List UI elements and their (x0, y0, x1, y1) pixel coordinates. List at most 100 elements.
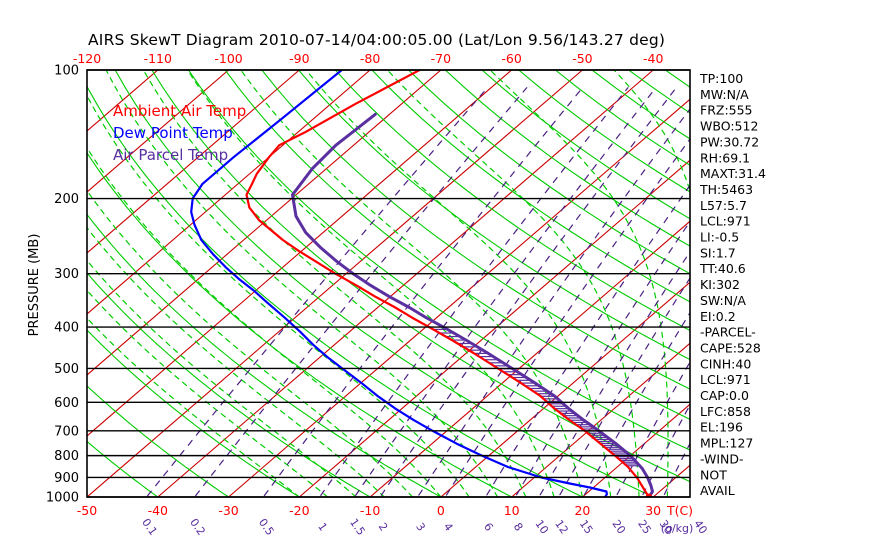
mixing-ratio-1 (318, 87, 629, 497)
mixing-ratio-tick-1: 1 (315, 520, 330, 533)
parameter-wbo-512: WBO:512 (700, 119, 758, 134)
isotherm--50 (87, 70, 583, 497)
isotherm-0 (440, 281, 690, 497)
top-temp-tick--110: -110 (144, 51, 172, 66)
dry-adiabat-120 (444, 70, 690, 247)
parameter-l57-5-7: L57:5.7 (700, 198, 747, 213)
isotherm--90 (87, 70, 300, 254)
moist-adiabat-4 (87, 94, 470, 497)
sounding-curve-air-parcel-temp (291, 112, 654, 497)
top-temp-tick--50: -50 (572, 51, 592, 66)
parameter-rh-69-1: RH:69.1 (700, 150, 750, 165)
curve-layer (190, 70, 654, 497)
bottom-temp-tick--50: -50 (77, 503, 97, 518)
pressure-tick-900: 900 (54, 471, 79, 486)
parameter-mpl-127: MPL:127 (700, 436, 753, 451)
top-temp-tick--80: -80 (360, 51, 380, 66)
mixing-ratio-1.5 (353, 87, 657, 497)
moist-adiabat-32 (489, 70, 669, 497)
mixing-ratio-8 (514, 220, 690, 497)
mixing-ratio-4 (444, 138, 690, 497)
plot-frame (86, 69, 691, 498)
pressure-tick-1000: 1000 (46, 491, 79, 506)
parameter-lfc-858: LFC:858 (700, 404, 751, 419)
pressure-tick-300: 300 (54, 267, 79, 282)
mixing-ratio-3 (416, 107, 690, 497)
mixing-ratio-tick-25: 25 (635, 518, 654, 537)
parameter-li-0-5: LI:-0.5 (700, 230, 739, 245)
mixing-ratio-0.2 (193, 87, 528, 497)
sounding-curve-dew-point-temp (190, 70, 608, 497)
dry-adiabat-130 (481, 70, 690, 220)
dry-adiabat-80 (298, 70, 690, 361)
dry-adiabat-10 (87, 151, 513, 497)
mixing-ratio-tick-40: 40 (691, 518, 710, 537)
legend-item-air-parcel-temp: Air Parcel Temp (113, 146, 228, 164)
legend-layer: Ambient Air Temp Dew Point Temp Air Parcel… (113, 102, 246, 164)
pressure-tick-200: 200 (54, 192, 79, 207)
dry-adiabat-140 (518, 70, 690, 193)
isotherm--20 (298, 159, 690, 497)
parameter-cap-0-0: CAP:0.0 (700, 388, 749, 403)
parameter-not: NOT (700, 467, 727, 482)
top-temp-tick--40: -40 (643, 51, 663, 66)
dry-adiabat--20 (87, 329, 301, 497)
isotherm-30 (652, 464, 690, 497)
bottom-temp-tick-30: 30 (645, 503, 661, 518)
parameter-cinh-40: CINH:40 (700, 356, 751, 371)
parameter-frz-555: FRZ:555 (700, 103, 753, 118)
legend-item-dew-point-temp: Dew Point Temp (113, 124, 233, 142)
bottom-temp-tick--30: -30 (218, 503, 238, 518)
top-temp-tick--120: -120 (73, 51, 101, 66)
parameter-lcl-971: LCL:971 (700, 214, 751, 229)
dry-adiabat--30 (87, 385, 230, 497)
parameter-wind: -WIND- (700, 451, 744, 466)
isotherm--100 (87, 70, 229, 193)
grid-layer (87, 70, 690, 497)
mixing-ratio-tick-15: 15 (577, 518, 596, 537)
parameter-tt-40-6: TT:40.6 (699, 261, 746, 276)
bottom-temp-tick-20: 20 (574, 503, 590, 518)
moist-adiabat--4 (87, 189, 414, 497)
pressure-tick-600: 600 (54, 396, 79, 411)
mixing-ratio-axis-title: (g/kg) (661, 522, 694, 535)
pressure-tick-400: 400 (54, 321, 79, 336)
pressure-tick-100: 100 (54, 64, 79, 79)
mixing-ratio-tick-10: 10 (532, 518, 551, 537)
pressure-axis-title: PRESSURE (MB) (27, 234, 42, 337)
legend-item-ambient-air-temp: Ambient Air Temp (113, 102, 246, 120)
moist-adiabat-8 (105, 70, 499, 497)
parameter-panel: TP:100MW:N/AFRZ:555WBO:512PW:30.72RH:69.… (699, 71, 766, 498)
plot-border (86, 69, 691, 498)
parameter-ki-302: KI:302 (700, 277, 740, 292)
page-title: AIRS SkewT Diagram 2010-07-14/04:00:05.0… (88, 31, 666, 49)
moist-adiabat-0 (87, 146, 442, 497)
parameter-parcel: -PARCEL- (700, 325, 756, 340)
dry-adiabat-110 (408, 70, 690, 275)
isotherm-10 (511, 342, 690, 497)
parameter-tp-100: TP:100 (699, 71, 743, 86)
dry-adiabat-50 (187, 70, 690, 451)
top-temp-tick--60: -60 (501, 51, 521, 66)
parameter-pw-30-72: PW:30.72 (700, 134, 759, 149)
dry-adiabat-90 (334, 70, 690, 332)
mixing-ratio-tick-2: 2 (376, 520, 391, 533)
dry-adiabat--10 (87, 272, 372, 497)
mixing-ratio-tick-4: 4 (441, 520, 456, 533)
mixing-ratio-tick-6: 6 (481, 520, 496, 533)
parameter-si-1-7: SI:1.7 (700, 245, 736, 260)
mixing-ratio-12 (557, 276, 690, 497)
mixing-ratio-0.1 (145, 87, 488, 497)
mixing-ratio-tick-12: 12 (552, 518, 571, 537)
dry-adiabat-70 (261, 70, 690, 390)
parameter-cape-528: CAPE:528 (700, 340, 761, 355)
isotherm-20 (582, 403, 690, 497)
parameter-th-5463: TH:5463 (699, 182, 753, 197)
dry-adiabat-0 (87, 213, 443, 497)
moist-adiabat--8 (87, 226, 385, 497)
isotherm--60 (87, 70, 513, 437)
pressure-tick-700: 700 (54, 424, 79, 439)
pressure-tick-500: 500 (54, 362, 79, 377)
dry-adiabat-40 (151, 70, 690, 483)
dry-adiabat-150 (554, 70, 690, 166)
